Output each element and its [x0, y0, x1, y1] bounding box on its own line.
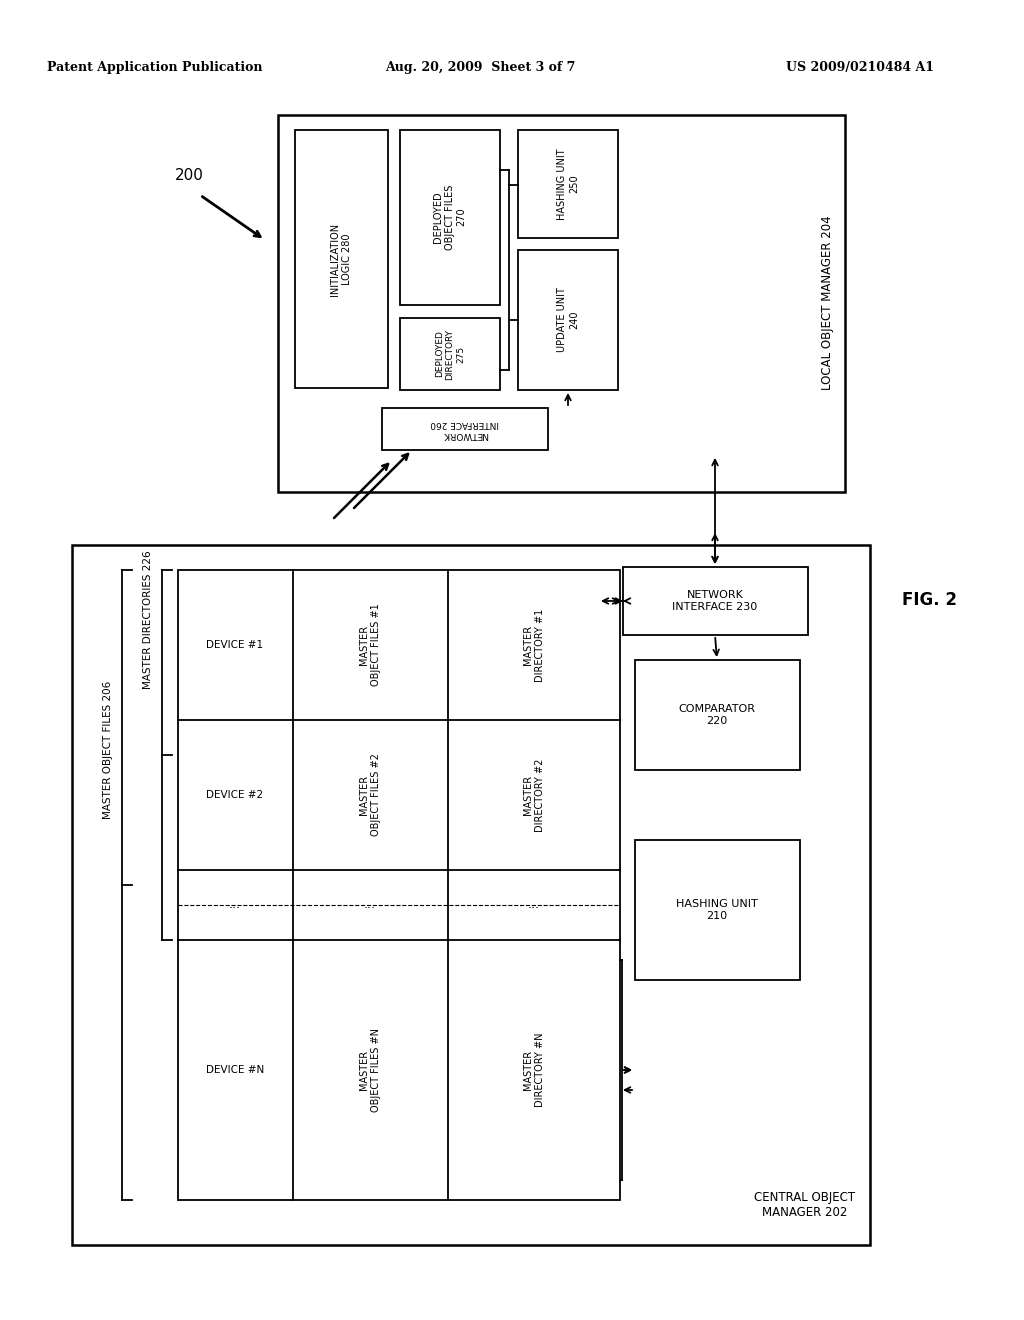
- Bar: [518, 249, 618, 389]
- Text: Patent Application Publication: Patent Application Publication: [47, 62, 263, 74]
- Text: CENTRAL OBJECT
MANAGER 202: CENTRAL OBJECT MANAGER 202: [755, 1191, 856, 1218]
- Text: LOCAL OBJECT MANAGER 204: LOCAL OBJECT MANAGER 204: [820, 215, 834, 391]
- Bar: [518, 129, 618, 238]
- Text: MASTER
DIRECTORY #N: MASTER DIRECTORY #N: [523, 1032, 545, 1107]
- Text: HASHING UNIT
210: HASHING UNIT 210: [676, 899, 758, 921]
- Bar: [400, 129, 500, 305]
- Text: MASTER
DIRECTORY #2: MASTER DIRECTORY #2: [523, 758, 545, 832]
- Text: MASTER
OBJECT FILES #N: MASTER OBJECT FILES #N: [359, 1028, 381, 1111]
- Text: MASTER
DIRECTORY #1: MASTER DIRECTORY #1: [523, 609, 545, 681]
- Bar: [635, 660, 800, 770]
- Bar: [382, 408, 548, 450]
- Text: NETWORK
INTERFACE 230: NETWORK INTERFACE 230: [673, 590, 758, 611]
- Text: UPDATE UNIT
240: UPDATE UNIT 240: [557, 288, 579, 352]
- Text: MASTER
OBJECT FILES #2: MASTER OBJECT FILES #2: [359, 754, 381, 837]
- Text: US 2009/0210484 A1: US 2009/0210484 A1: [786, 62, 934, 74]
- Text: DEVICE #1: DEVICE #1: [207, 640, 263, 649]
- Text: 200: 200: [175, 168, 204, 182]
- Bar: [295, 129, 388, 388]
- Text: DEPLOYED
OBJECT FILES
270: DEPLOYED OBJECT FILES 270: [433, 185, 467, 249]
- Text: ...: ...: [364, 899, 376, 912]
- Text: FIG. 2: FIG. 2: [902, 591, 957, 609]
- Bar: [623, 568, 808, 635]
- Bar: [72, 545, 870, 1245]
- Bar: [178, 570, 620, 1200]
- Text: MASTER OBJECT FILES 206: MASTER OBJECT FILES 206: [103, 681, 113, 820]
- Text: Aug. 20, 2009  Sheet 3 of 7: Aug. 20, 2009 Sheet 3 of 7: [385, 62, 575, 74]
- Text: HASHING UNIT
250: HASHING UNIT 250: [557, 148, 579, 220]
- Text: NETWORK
INTERFACE 260: NETWORK INTERFACE 260: [431, 420, 500, 438]
- Text: DEPLOYED
DIRECTORY
275: DEPLOYED DIRECTORY 275: [435, 329, 465, 380]
- Text: MASTER
OBJECT FILES #1: MASTER OBJECT FILES #1: [359, 603, 381, 686]
- Bar: [278, 115, 845, 492]
- Text: ...: ...: [528, 899, 540, 912]
- Text: DEVICE #2: DEVICE #2: [207, 789, 263, 800]
- Bar: [400, 318, 500, 389]
- Bar: [635, 840, 800, 979]
- Text: INITIALIZATION
LOGIC 280: INITIALIZATION LOGIC 280: [330, 223, 352, 296]
- Text: DEVICE #N: DEVICE #N: [206, 1065, 264, 1074]
- Text: ...: ...: [229, 899, 241, 912]
- Text: COMPARATOR
220: COMPARATOR 220: [679, 704, 756, 726]
- Text: MASTER DIRECTORIES 226: MASTER DIRECTORIES 226: [143, 550, 153, 689]
